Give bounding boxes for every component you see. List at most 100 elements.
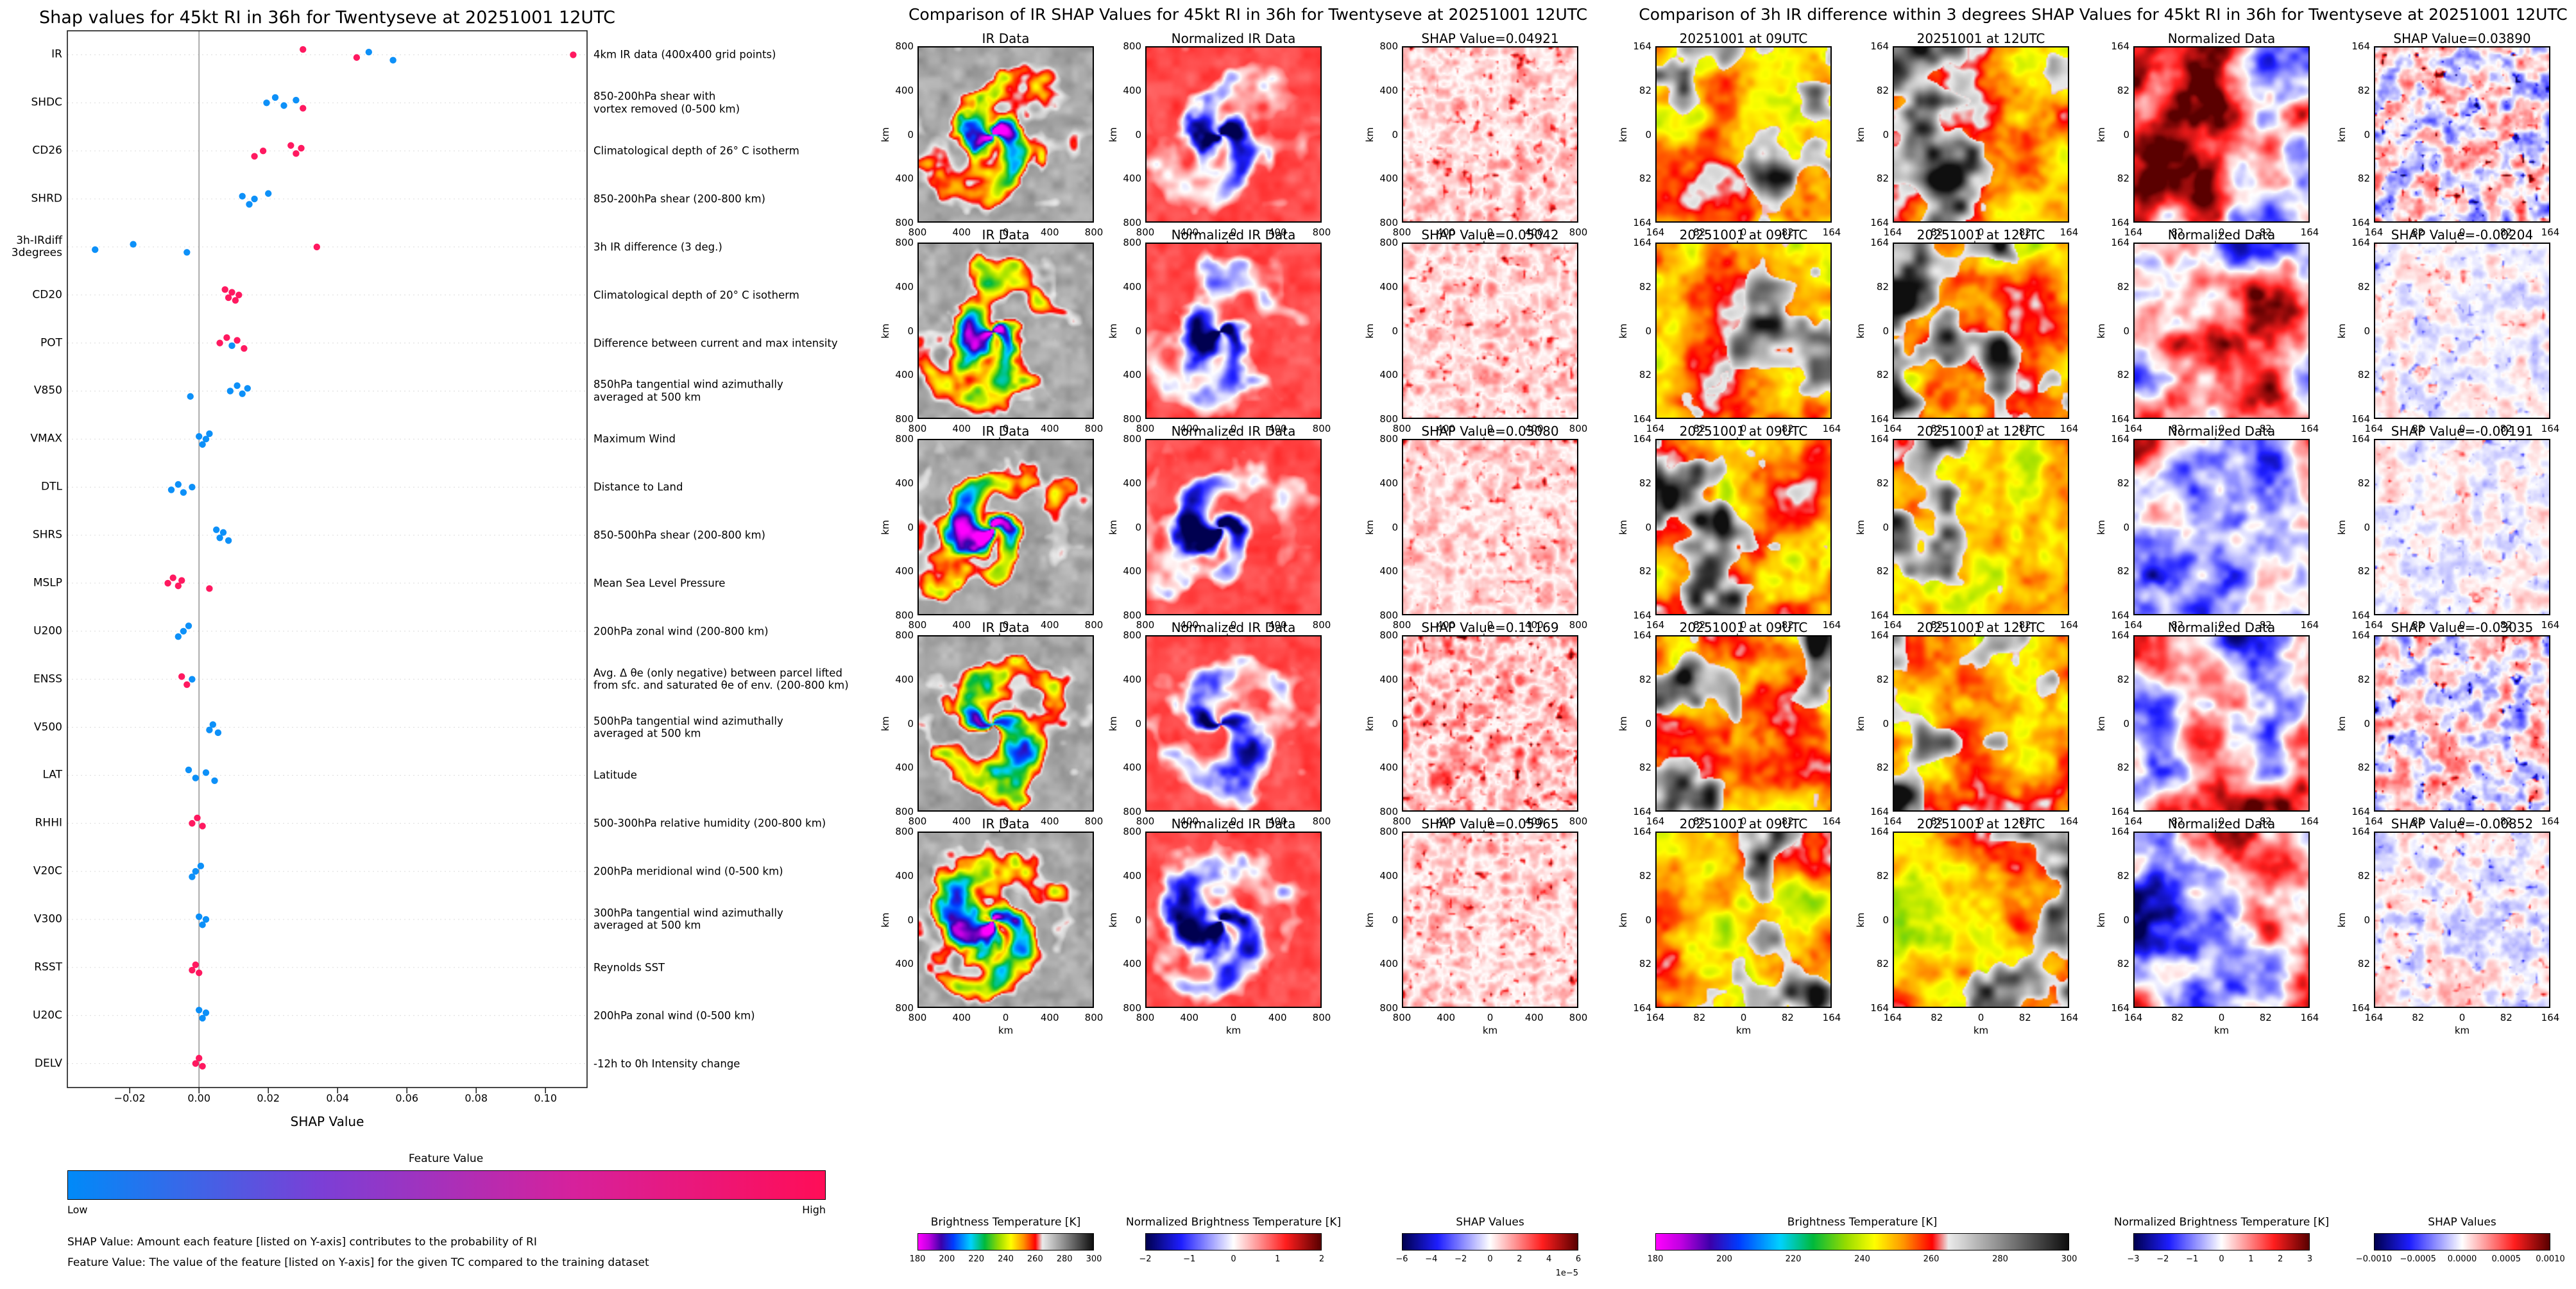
ir-12utc-image xyxy=(1893,46,2069,223)
colorbar-tick-label: −0.0005 xyxy=(2400,1254,2436,1264)
y-axis-unit: km xyxy=(1617,715,1629,731)
x-axis-unit: km xyxy=(2213,239,2230,251)
y-tick-label: 800 xyxy=(1123,826,1141,837)
colorbar-label: Brightness Temperature [K] xyxy=(930,1216,1081,1229)
feature-description: Avg. Δ θe (only negative) between parcel… xyxy=(593,667,849,692)
y-tick-label: 0 xyxy=(2364,128,2370,141)
shap-point xyxy=(189,873,196,880)
y-tick-label: 800 xyxy=(895,1002,914,1014)
x-tick-label: 0 xyxy=(1977,423,1984,434)
x-tick-label: 400 xyxy=(1524,1012,1544,1023)
x-tick-label: 164 xyxy=(2300,226,2319,238)
x-tick-label: 400 xyxy=(1180,1012,1199,1023)
y-axis-unit: km xyxy=(1855,126,1866,142)
ir-data-image xyxy=(917,635,1094,812)
x-tick-label: 800 xyxy=(1569,619,1588,631)
ir-12utc-canvas xyxy=(1894,47,2068,221)
shap-point xyxy=(185,622,192,629)
x-tick-label: 0 xyxy=(1740,815,1747,827)
colorbar-tick-label: 6 xyxy=(1575,1254,1582,1264)
x-tick-label: 164 xyxy=(2300,1012,2319,1023)
x-tick-label: 0.10 xyxy=(534,1092,557,1104)
y-axis-unit: km xyxy=(1364,715,1376,731)
normalized-ir-data-image xyxy=(1145,46,1322,223)
y-axis-unit: km xyxy=(880,715,891,731)
y-axis-unit: km xyxy=(1107,126,1119,142)
y-tick-label: 0 xyxy=(907,521,914,533)
shap-point xyxy=(265,190,272,197)
x-tick-label: 0 xyxy=(2459,423,2466,434)
irdiff-panel-title: Comparison of 3h IR difference within 3 … xyxy=(1639,5,2568,24)
x-tick-label: 164 xyxy=(2541,815,2560,827)
y-axis-unit: km xyxy=(2095,715,2107,731)
shap-point xyxy=(175,582,182,590)
y-tick-label: 0 xyxy=(907,717,914,730)
colorbar-tick-label: 280 xyxy=(1992,1254,2008,1264)
x-tick-label: 164 xyxy=(1646,619,1665,631)
y-tick-label: 800 xyxy=(895,826,914,837)
shap-point xyxy=(206,430,213,438)
x-tick-label: 164 xyxy=(2060,1012,2079,1023)
x-tick-label: 400 xyxy=(1180,815,1199,827)
x-axis-unit: km xyxy=(1973,436,1989,447)
x-tick-label: 0 xyxy=(2459,815,2466,827)
x-tick-label: 82 xyxy=(2171,619,2184,631)
x-tick-label: 0 xyxy=(1977,619,1984,631)
x-tick-label: 164 xyxy=(1883,1012,1902,1023)
y-tick-label: 0 xyxy=(2123,717,2129,730)
x-tick-label: 0 xyxy=(2218,1012,2225,1023)
x-tick-label: 164 xyxy=(1883,815,1902,827)
x-axis-unit: km xyxy=(1225,632,1241,644)
y-tick-label: 0 xyxy=(907,128,914,141)
y-axis-unit: km xyxy=(1617,912,1629,928)
y-axis-unit: km xyxy=(880,519,891,535)
y-tick-label: 400 xyxy=(895,673,914,685)
y-tick-label: 164 xyxy=(2351,413,2370,425)
shap-point xyxy=(199,1063,206,1070)
x-tick-label: 0.02 xyxy=(257,1092,280,1104)
x-tick-label: 82 xyxy=(2259,1012,2272,1023)
colorbar-tick-label: 0.0000 xyxy=(2447,1254,2477,1264)
ir-12utc-image xyxy=(1893,243,2069,419)
y-tick-label: 400 xyxy=(1123,565,1141,577)
subplot-title: 20251001 at 09UTC xyxy=(1679,620,1808,635)
y-tick-label: 400 xyxy=(1379,280,1398,293)
y-axis-unit: km xyxy=(1364,126,1376,142)
x-tick-label: 400 xyxy=(1437,423,1456,434)
x-tick-label: 800 xyxy=(1136,1012,1155,1023)
y-tick-label: 400 xyxy=(1123,673,1141,685)
x-axis-unit: km xyxy=(1736,632,1752,644)
feature-label: U20C xyxy=(33,1009,62,1022)
x-axis-unit: km xyxy=(998,632,1014,644)
y-tick-label: 164 xyxy=(2111,1002,2129,1014)
ir-09utc-image xyxy=(1655,439,1832,615)
y-tick-label: 82 xyxy=(1639,84,1651,96)
y-axis-unit: km xyxy=(1855,715,1866,731)
y-tick-label: 82 xyxy=(1639,673,1651,685)
x-tick-label: 400 xyxy=(1040,423,1059,434)
x-axis-unit: km xyxy=(1973,828,1989,840)
shap-point xyxy=(234,337,241,344)
y-axis-unit: km xyxy=(1855,519,1866,535)
feature-description: Latitude xyxy=(593,769,637,781)
subplot-title: 20251001 at 09UTC xyxy=(1679,31,1808,46)
y-tick-label: 82 xyxy=(2117,477,2129,489)
y-tick-label: 0 xyxy=(907,914,914,926)
y-axis-unit: km xyxy=(1107,519,1119,535)
colorbar-tick-label: 1 xyxy=(2248,1254,2254,1264)
normalized-diff-image xyxy=(2133,832,2310,1008)
y-tick-label: 164 xyxy=(1633,806,1651,817)
colorbar-label: SHAP Values xyxy=(2428,1216,2496,1229)
ir-09utc-canvas xyxy=(1657,636,1830,810)
y-axis-unit: km xyxy=(2095,912,2107,928)
x-tick-label: 164 xyxy=(2060,226,2079,238)
x-tick-label: 164 xyxy=(2124,1012,2143,1023)
x-axis-unit: km xyxy=(2454,632,2470,644)
colorbar xyxy=(917,1233,1094,1251)
x-axis-unit: km xyxy=(1225,239,1241,251)
irdiff-shap-canvas xyxy=(2375,440,2549,614)
x-tick-label: 0 xyxy=(1230,423,1237,434)
y-tick-label: 82 xyxy=(2117,84,2129,96)
shap-point xyxy=(197,862,205,869)
x-tick-label: 82 xyxy=(1931,423,1943,434)
